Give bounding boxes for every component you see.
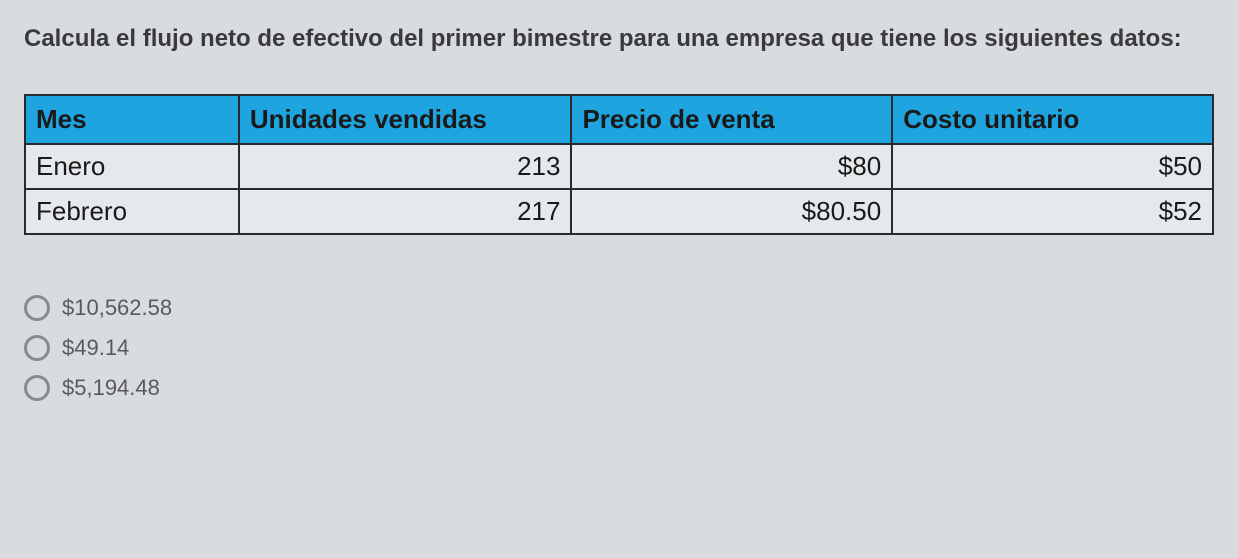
column-header-costo: Costo unitario — [892, 95, 1213, 144]
option-label: $5,194.48 — [62, 375, 160, 401]
option-3[interactable]: $5,194.48 — [24, 375, 1214, 401]
radio-icon — [24, 375, 50, 401]
cell-mes: Febrero — [25, 189, 239, 234]
option-label: $10,562.58 — [62, 295, 172, 321]
cell-unidades: 213 — [239, 144, 572, 189]
table-header-row: Mes Unidades vendidas Precio de venta Co… — [25, 95, 1213, 144]
column-header-mes: Mes — [25, 95, 239, 144]
table-row: Febrero 217 $80.50 $52 — [25, 189, 1213, 234]
cell-precio: $80.50 — [571, 189, 892, 234]
data-table: Mes Unidades vendidas Precio de venta Co… — [24, 94, 1214, 235]
radio-icon — [24, 335, 50, 361]
table-row: Enero 213 $80 $50 — [25, 144, 1213, 189]
cell-costo: $52 — [892, 189, 1213, 234]
cell-mes: Enero — [25, 144, 239, 189]
option-2[interactable]: $49.14 — [24, 335, 1214, 361]
option-1[interactable]: $10,562.58 — [24, 295, 1214, 321]
radio-icon — [24, 295, 50, 321]
question-text: Calcula el flujo neto de efectivo del pr… — [24, 20, 1214, 58]
column-header-precio: Precio de venta — [571, 95, 892, 144]
cell-unidades: 217 — [239, 189, 572, 234]
column-header-unidades: Unidades vendidas — [239, 95, 572, 144]
cell-costo: $50 — [892, 144, 1213, 189]
options-group: $10,562.58 $49.14 $5,194.48 — [24, 295, 1214, 401]
cell-precio: $80 — [571, 144, 892, 189]
option-label: $49.14 — [62, 335, 129, 361]
